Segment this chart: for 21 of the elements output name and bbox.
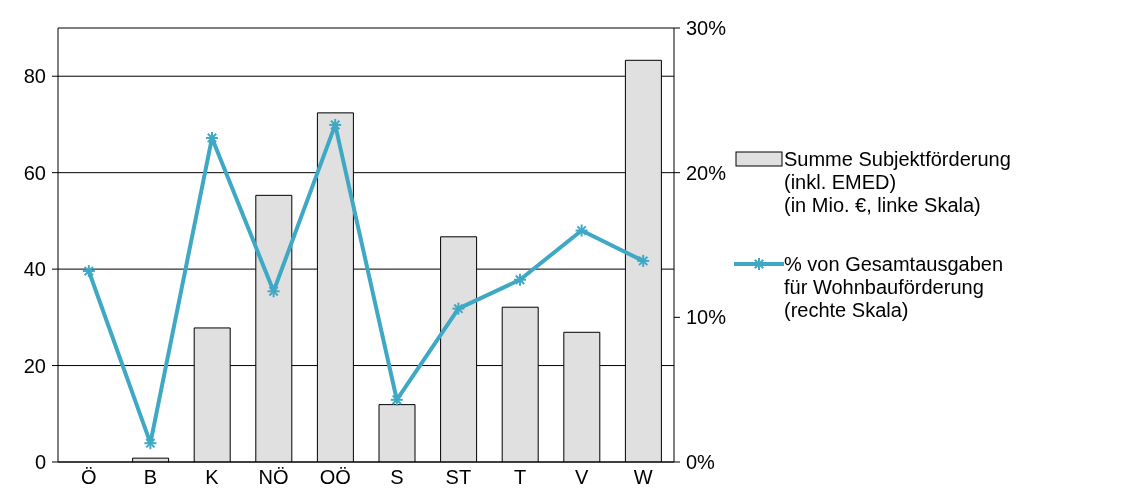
y-tick-label: 80	[23, 65, 46, 88]
x-tick-label: Ö	[81, 466, 97, 489]
x-tick-label: NÖ	[258, 466, 289, 489]
legend-label: Summe Subjektförderung (inkl. EMED) (in Mio. €, linke Skala)	[784, 148, 1011, 217]
y-tick-label: 20	[23, 354, 46, 377]
y-tick-label: 0	[34, 451, 46, 473]
y-tick-label: 60	[23, 161, 46, 184]
x-tick-label: S	[390, 466, 404, 489]
x-tick-label: W	[633, 466, 653, 489]
x-tick-label: T	[513, 466, 527, 489]
x-tick-label: K	[205, 466, 220, 489]
y2-tick-label: 30%	[686, 17, 727, 39]
y-tick-label: 40	[23, 258, 46, 281]
y2-tick-label: 20%	[686, 161, 727, 184]
legend-label: % von Gesamtausgaben für Wohnbauförderung (rechte Skala)	[784, 253, 1004, 322]
x-tick-label: V	[574, 466, 589, 489]
x-tick-label: B	[143, 466, 158, 489]
y2-tick-label: 10%	[686, 306, 727, 329]
x-tick-label: OÖ	[319, 466, 351, 489]
x-tick-label: ST	[445, 466, 472, 489]
y2-tick-label: 0%	[686, 451, 716, 473]
